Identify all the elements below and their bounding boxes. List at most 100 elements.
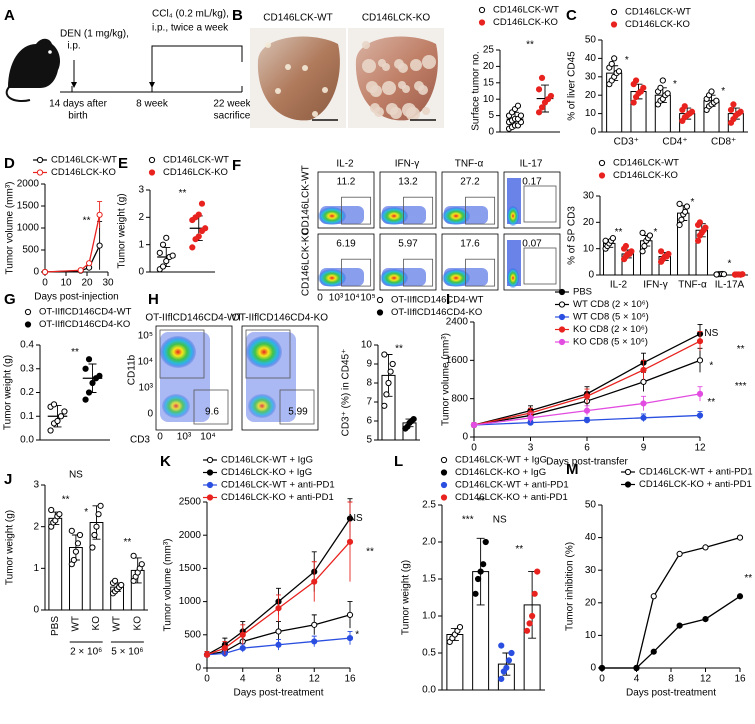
series-line [44,214,101,273]
y-tick-label: 1500 [179,563,202,574]
x-axis-label: Days post-injection [34,292,118,303]
flow-gate [341,196,372,225]
data-point [609,235,617,242]
flow-x-tick: 0 [157,432,163,443]
data-point [535,86,543,93]
data-point [70,556,77,564]
legend-label: KO CD8 (2 × 10⁶) [573,324,648,335]
data-point [688,108,696,115]
y-tick-label: 50 [585,35,597,46]
data-point [89,544,96,551]
x-tick-label: IL-2 [610,280,628,291]
point [41,268,49,276]
y-tick-label: 2 [138,212,144,223]
legend-marker [376,309,384,316]
y-tick-label: 500 [184,629,201,640]
data-point [156,249,163,256]
y-tick-label: 2400 [446,317,469,328]
data-point [91,531,98,539]
significance: * [625,55,629,66]
flow-title: OT-IIflCD146CD4-WT [145,313,242,324]
data-point [477,568,484,575]
significance: ** [71,347,79,358]
data-point [641,242,648,250]
flow-gate-value: 5.97 [398,239,418,250]
nodule [265,42,271,48]
y-tick-label: 500 [22,245,39,256]
data-point [681,103,688,110]
x-tick-label: WT [112,616,123,632]
data-point [730,101,737,108]
point [583,407,591,414]
flow-density [246,336,282,368]
y-tick-label: 1000 [179,596,202,607]
y-tick-label: 2000 [17,179,40,190]
data-point [739,271,746,278]
point [702,544,709,551]
flow-density [442,207,470,225]
data-point [480,561,487,568]
x-tick-label: 12 [309,674,321,685]
data-point [538,74,546,81]
point [527,414,534,421]
data-point [383,391,390,398]
data-point [517,112,525,119]
y-axis-label: Tumor inhibition (%) [565,542,576,631]
data-point [639,229,646,236]
flow-gate-value: 11.2 [337,177,356,188]
y-tick-label: 800 [451,393,468,404]
legend-label: CD146LCK-WT [625,7,691,18]
flow-density [380,269,408,287]
flow-row-label: CD146LCK-KO [301,228,312,297]
legend-marker [624,468,632,476]
x-tick-label: KO [132,616,143,631]
point [633,664,640,672]
data-point [498,675,505,683]
data-point [50,401,58,408]
ccl4-text: i.p., twice a week [152,23,229,34]
data-point [387,368,394,375]
nodule [422,55,436,69]
data-point [95,511,102,518]
y-axis-label: Tumor volume (mm³) [5,182,16,275]
data-point [538,104,546,111]
flow-gate [193,389,229,425]
significance: ** [477,496,485,507]
flow-column-title: IFN-γ [395,159,419,170]
y-tick-label: 7 [366,397,372,408]
flow-gate-value: 27.2 [460,177,480,188]
flow-column-title: IL-17 [520,159,543,170]
data-point [195,233,202,240]
x-tick-label: IL-17A [715,280,745,291]
flow-gate-value: 5.99 [288,407,308,418]
significance: ** [615,227,623,238]
panel-letter: C [566,7,577,24]
y-tick-label: 40 [585,53,597,64]
legend-marker [206,469,214,476]
x-tick-label: CD3⁺ [614,137,639,148]
data-point [381,351,388,358]
data-point [640,84,647,91]
x-tick-label: TNF-α [678,280,707,291]
y-tick-label: 10 [483,94,495,105]
data-point [505,657,513,664]
point [702,616,709,623]
data-point [608,60,615,68]
point [275,628,282,635]
legend-label: OT-IIflCD146CD4-WT [391,295,484,306]
data-point [678,216,685,223]
data-point [664,90,671,97]
x-tick-label: 4 [634,674,640,685]
point [311,638,318,645]
data-point [57,413,65,420]
data-point [514,102,522,109]
panel-letter: I [446,291,450,308]
y-tick-label: 1 [138,239,144,250]
data-point [622,242,630,250]
point [96,211,103,218]
y-tick-label: 3 [138,185,144,196]
y-tick-label: 0 [195,663,201,674]
series-line [206,518,351,656]
y-tick-label: 2.5 [422,500,436,511]
x-tick-label: 12 [694,443,706,454]
